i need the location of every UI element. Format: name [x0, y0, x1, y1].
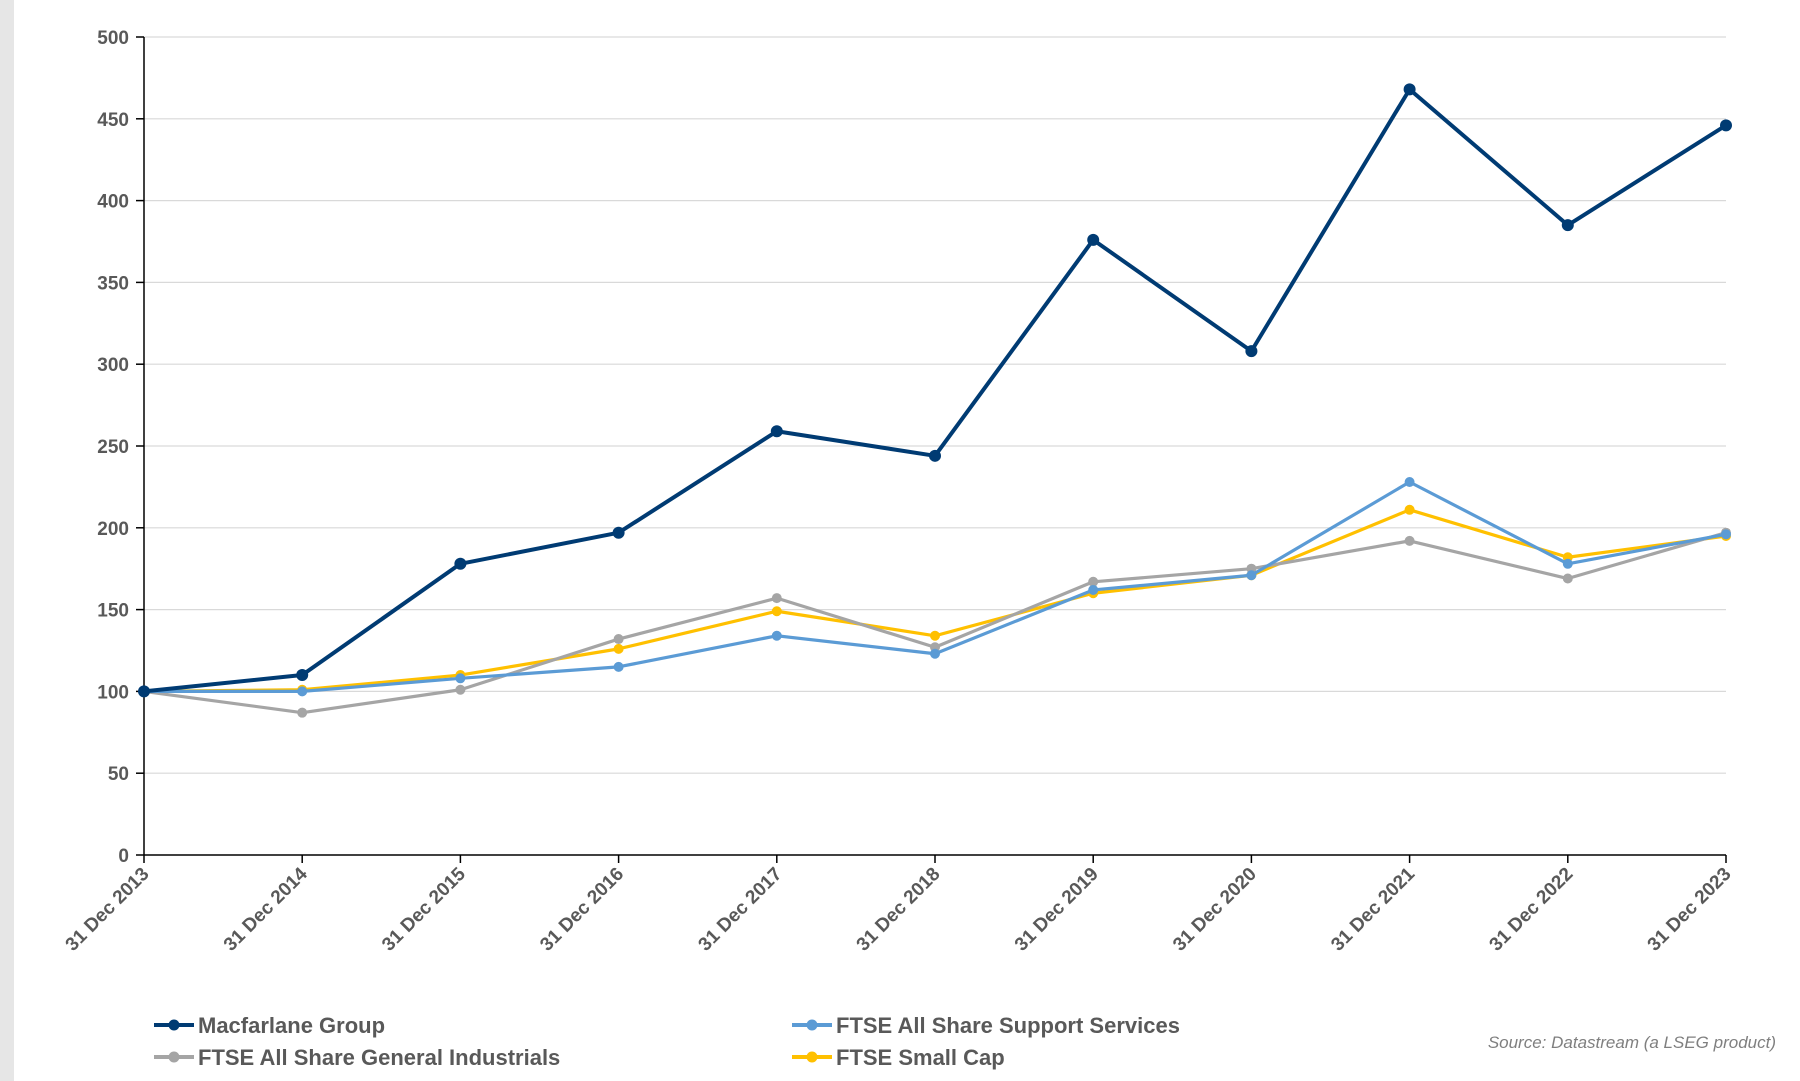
data-point — [454, 557, 467, 570]
legend-label: FTSE All Share General Industrials — [198, 1045, 560, 1070]
data-point — [1404, 476, 1415, 487]
x-tick-label: 31 Dec 2021 — [1327, 863, 1419, 955]
x-tick-label: 31 Dec 2016 — [536, 864, 628, 956]
data-point — [1246, 570, 1257, 581]
y-tick-label: 250 — [97, 437, 129, 458]
x-tick-label: 31 Dec 2014 — [220, 863, 312, 955]
y-tick-label: 350 — [97, 273, 129, 294]
x-tick-label: 31 Dec 2019 — [1011, 864, 1103, 956]
legend-label: FTSE Small Cap — [836, 1045, 1005, 1070]
line-chart: 0 50 100 150 200 250 300 350 400 450 500 31 Dec 201… — [62, 28, 1776, 1070]
data-point — [770, 425, 783, 438]
data-point — [1562, 558, 1573, 569]
series-ftse-all-share-support-services — [139, 476, 1731, 697]
y-tick-label: 450 — [97, 110, 129, 131]
y-tick-label: 200 — [97, 519, 129, 540]
data-point — [612, 526, 625, 539]
x-tick-label: 31 Dec 2023 — [1644, 864, 1736, 956]
data-point — [455, 684, 466, 695]
data-point — [138, 685, 150, 698]
data-point — [1088, 584, 1099, 595]
data-point — [771, 593, 782, 604]
x-tick-label: 31 Dec 2020 — [1169, 864, 1261, 956]
source-note: Source: Datastream (a LSEG product) — [1488, 1033, 1776, 1052]
data-point — [613, 643, 624, 654]
legend-marker — [168, 1051, 180, 1063]
legend-label: FTSE All Share Support Services — [836, 1013, 1180, 1038]
data-point — [297, 686, 308, 697]
series-lines — [138, 83, 1732, 718]
axes: 0 50 100 150 200 250 300 350 400 450 500 31 Dec 201… — [62, 28, 1736, 955]
chart-card: 0 50 100 150 200 250 300 350 400 450 500 31 Dec 201… — [14, 0, 1800, 1081]
data-point — [1720, 119, 1732, 132]
gridlines — [144, 36, 1726, 774]
y-tick-label: 500 — [97, 28, 129, 49]
legend-marker — [168, 1019, 180, 1031]
legend-marker — [806, 1051, 818, 1063]
data-point — [1403, 83, 1416, 96]
data-point — [455, 673, 466, 684]
data-point — [1404, 535, 1415, 546]
x-tick-label: 31 Dec 2015 — [378, 863, 470, 955]
legend-marker — [806, 1019, 818, 1031]
data-point — [1087, 233, 1100, 246]
data-point — [297, 707, 308, 718]
data-point — [1088, 576, 1099, 587]
data-point — [613, 661, 624, 672]
series-line — [143, 87, 1728, 694]
data-point — [1721, 529, 1731, 540]
legend-item: FTSE Small Cap — [792, 1045, 1005, 1070]
legend-item: FTSE All Share Support Services — [792, 1013, 1180, 1038]
series-line — [143, 508, 1727, 693]
x-tick-label: 31 Dec 2013 — [62, 864, 154, 956]
legend: Macfarlane Group FTSE All Share Support S… — [154, 1013, 1180, 1070]
data-point — [1562, 573, 1573, 584]
data-point — [1561, 219, 1574, 232]
y-tick-label: 0 — [118, 846, 129, 867]
x-tick-label: 31 Dec 2017 — [695, 864, 787, 956]
data-point — [613, 634, 624, 645]
y-tick-label: 400 — [97, 192, 129, 213]
y-tick-label: 300 — [97, 355, 129, 376]
legend-item: FTSE All Share General Industrials — [154, 1045, 560, 1070]
data-point — [1404, 504, 1415, 515]
data-point — [1245, 345, 1258, 358]
data-point — [296, 669, 309, 682]
y-tick-label: 50 — [108, 764, 129, 785]
legend-label: Macfarlane Group — [198, 1013, 385, 1038]
series-line — [144, 480, 1727, 694]
data-point — [771, 630, 782, 641]
y-tick-label: 150 — [97, 601, 129, 622]
series-macfarlane-group — [138, 83, 1732, 698]
legend-item: Macfarlane Group — [154, 1013, 385, 1038]
data-point — [771, 606, 782, 617]
data-point — [930, 648, 940, 659]
data-point — [929, 449, 941, 462]
data-point — [930, 630, 940, 641]
x-tick-label: 31 Dec 2022 — [1486, 864, 1578, 956]
x-tick-label: 31 Dec 2018 — [853, 864, 945, 956]
series-ftse-small-cap — [139, 504, 1731, 697]
y-tick-label: 100 — [97, 682, 129, 703]
